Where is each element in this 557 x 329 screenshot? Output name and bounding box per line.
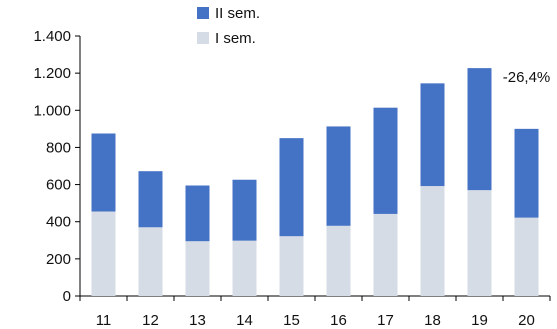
y-tick-label: 600 <box>46 177 71 194</box>
y-tick-label: 1.400 <box>33 28 71 45</box>
x-tick-label: 13 <box>189 312 206 329</box>
bar-segment-i-sem <box>91 211 116 296</box>
y-tick-label: 1.200 <box>33 65 71 82</box>
bar-segment-ii-sem <box>326 126 351 226</box>
y-tick-label: 400 <box>46 214 71 231</box>
change-annotation: -26,4% <box>503 69 551 86</box>
legend-label: I sem. <box>215 30 256 47</box>
x-tick-label: 20 <box>518 312 535 329</box>
legend-label: II sem. <box>215 5 260 22</box>
bar-segment-i-sem <box>138 227 163 296</box>
x-tick-label: 17 <box>377 312 394 329</box>
y-tick-label: 1.000 <box>33 102 71 119</box>
bar-segment-ii-sem <box>420 83 445 187</box>
bar-segment-i-sem <box>514 217 539 296</box>
bar-segment-ii-sem <box>514 128 539 218</box>
x-tick-label: 16 <box>330 312 347 329</box>
bar-segment-ii-sem <box>185 185 210 242</box>
bar-segment-i-sem <box>326 225 351 296</box>
bar-segment-i-sem <box>232 240 257 296</box>
bar-segment-i-sem <box>279 236 304 296</box>
bar-segment-ii-sem <box>232 179 257 241</box>
bar-segment-ii-sem <box>373 107 398 214</box>
y-tick-label: 200 <box>46 251 71 268</box>
bar-segment-i-sem <box>467 190 492 296</box>
x-tick-label: 15 <box>283 312 300 329</box>
legend-swatch <box>197 32 209 44</box>
bar-segment-ii-sem <box>467 68 492 191</box>
bar-segment-ii-sem <box>138 171 163 228</box>
bar-segment-i-sem <box>420 186 445 296</box>
legend-swatch <box>197 7 209 19</box>
bar-segment-i-sem <box>373 213 398 296</box>
x-tick-label: 11 <box>96 312 112 329</box>
y-tick-label: 0 <box>63 288 71 305</box>
x-tick-label: 14 <box>236 312 253 329</box>
x-tick-label: 19 <box>471 312 488 329</box>
bar-segment-ii-sem <box>279 138 304 237</box>
y-tick-label: 800 <box>46 139 71 156</box>
bar-segment-i-sem <box>185 241 210 296</box>
bar-segment-ii-sem <box>91 133 116 212</box>
x-tick-label: 12 <box>142 312 159 329</box>
x-tick-label: 18 <box>424 312 441 329</box>
